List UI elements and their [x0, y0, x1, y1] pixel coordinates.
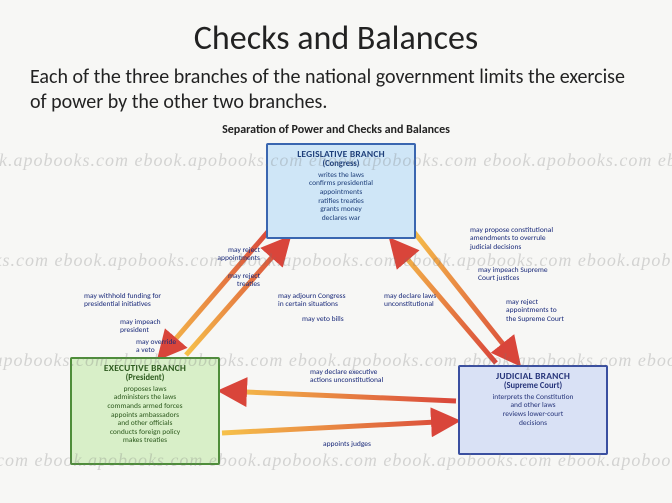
- branch-sub: (President): [78, 374, 212, 384]
- annotation-a2: may rejecttreaties: [190, 273, 260, 290]
- diagram-title: Separation of Power and Checks and Balan…: [30, 123, 642, 137]
- judicial-branch-box: JUDICIAL BRANCH(Supreme Court)interprets…: [458, 365, 608, 455]
- annotation-a11: may declare lawsunconstitutional: [384, 293, 484, 310]
- slide-title: Checks and Balances: [30, 18, 642, 59]
- annotation-a6: may adjourn Congressin certain situation…: [278, 293, 398, 310]
- branch-power-line: declares war: [274, 215, 408, 224]
- annotation-a12: may declare executiveactions unconstitut…: [310, 369, 450, 386]
- annotation-a1: may rejectappointments: [190, 247, 260, 264]
- annotation-a9: may impeach SupremeCourt justices: [478, 267, 608, 284]
- branch-power-line: makes treaties: [78, 437, 212, 446]
- annotation-a4: may impeachpresident: [120, 319, 200, 336]
- annotation-a5: may overridea veto: [136, 339, 206, 356]
- legislative-branch-box: LEGISLATIVE BRANCH(Congress)writes the l…: [266, 143, 416, 239]
- annotation-a13: appoints judges: [302, 441, 392, 449]
- slide-subtitle: Each of the three branches of the nation…: [30, 65, 642, 115]
- branch-sub: (Congress): [274, 160, 408, 170]
- slide: Checks and Balances Each of the three br…: [0, 0, 672, 503]
- annotation-a7: may veto bills: [302, 316, 382, 324]
- branch-power-line: decisions: [466, 420, 600, 429]
- checks-balances-diagram: LEGISLATIVE BRANCH(Congress)writes the l…: [30, 141, 642, 481]
- branch-sub: (Supreme Court): [466, 382, 600, 392]
- executive-branch-box: EXECUTIVE BRANCH(President)proposes laws…: [70, 357, 220, 465]
- annotation-a8: may propose constitutionalamendments to …: [470, 227, 620, 252]
- annotation-a10: may rejectappointments tothe Supreme Cou…: [506, 299, 616, 324]
- arrow-jud-to-exec: [222, 391, 456, 401]
- arrow-exec-to-jud: [222, 421, 456, 433]
- annotation-a3: may withhold funding forpresidential ini…: [84, 293, 214, 310]
